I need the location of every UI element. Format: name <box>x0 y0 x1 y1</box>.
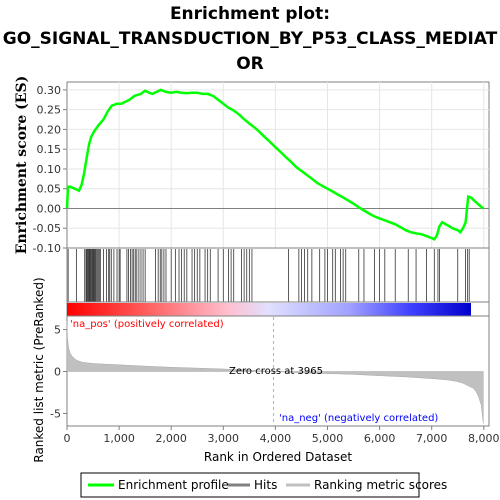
ranking-metric-area <box>66 321 484 424</box>
x-tick-label: 7,000 <box>416 432 448 445</box>
es-tick-label: 0.15 <box>37 143 62 156</box>
es-y-ticks: 0.30 0.25 0.20 0.15 0.10 0.05 0.00 -0.05 -0.10 <box>33 84 67 255</box>
title-line-2: GO_SIGNAL_TRANSDUCTION_BY_P53_CLASS_MEDI… <box>3 29 498 49</box>
x-tick-label: 0 <box>64 432 71 445</box>
zero-cross-label: Zero cross at 3965 <box>229 366 323 377</box>
metric-tick-label: 5 <box>54 324 61 337</box>
title-line-3: OR <box>236 54 264 74</box>
x-axis: 0 1,000 2,000 3,000 4,000 5,000 6,000 7,000 8,00… <box>64 426 500 445</box>
metric-y-axis-label: Ranked list metric (PreRanked) <box>32 277 46 462</box>
legend-label-ranking-metric: Ranking metric scores <box>314 478 447 492</box>
es-tick-label: -0.10 <box>33 242 61 255</box>
metric-tick-label: 0 <box>54 366 61 379</box>
ranking-color-bar <box>67 303 471 316</box>
x-tick-label: 4,000 <box>260 432 292 445</box>
metric-y-ticks: 5 0 -5 <box>50 324 67 420</box>
es-y-axis-label: Enrichment score (ES) <box>14 76 30 254</box>
x-tick-label: 5,000 <box>312 432 344 445</box>
x-tick-label: 8,000 <box>468 432 500 445</box>
hit-marks <box>67 249 470 302</box>
pos-correlated-label: 'na_pos' (positively correlated) <box>70 319 224 330</box>
es-tick-label: 0.00 <box>37 202 62 215</box>
legend: Enrichment profile Hits Ranking metric s… <box>80 472 447 498</box>
x-tick-label: 2,000 <box>155 432 187 445</box>
es-tick-label: 0.10 <box>37 163 62 176</box>
x-tick-label: 3,000 <box>208 432 240 445</box>
metric-tick-label: -5 <box>50 407 61 420</box>
es-tick-label: 0.30 <box>37 84 62 97</box>
neg-correlated-label: 'na_neg' (negatively correlated) <box>279 413 438 424</box>
title-line-1: Enrichment plot: <box>170 4 330 24</box>
es-tick-label: -0.05 <box>33 222 61 235</box>
chart-title: Enrichment plot: GO_SIGNAL_TRANSDUCTION_… <box>3 4 498 74</box>
enrichment-profile-line <box>65 88 485 241</box>
x-axis-label: Rank in Ordered Dataset <box>204 450 352 464</box>
enrichment-panel: 0.30 0.25 0.20 0.15 0.10 0.05 0.00 -0.05 -0.10 <box>33 82 489 255</box>
x-tick-label: 6,000 <box>364 432 396 445</box>
es-tick-label: 0.20 <box>37 123 62 136</box>
legend-label-hits: Hits <box>254 478 277 492</box>
hits-panel <box>67 249 489 317</box>
legend-label-enrichment-profile: Enrichment profile <box>118 478 229 492</box>
es-tick-label: 0.25 <box>37 104 62 117</box>
x-tick-label: 1,000 <box>103 432 135 445</box>
ranked-metric-panel: 'na_pos' (positively correlated) Zero cr… <box>50 317 484 426</box>
es-tick-label: 0.05 <box>37 183 62 196</box>
